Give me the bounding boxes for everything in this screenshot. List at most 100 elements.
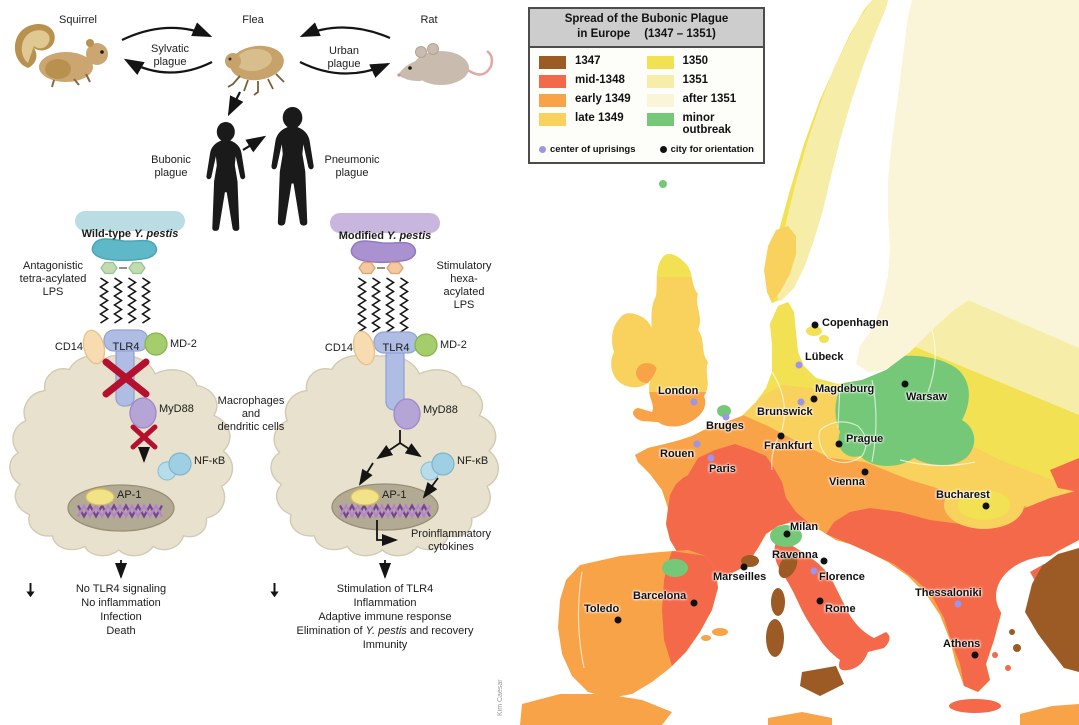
bubonic-plague-label: Bubonic plague (151, 154, 191, 179)
squirrel-illustration (14, 24, 108, 88)
tlr4-label-left: TLR4 (112, 341, 140, 353)
md2-label-left: MD-2 (170, 338, 197, 350)
cascade-step: Elimination of Y. pestis and recovery (296, 625, 474, 638)
legend-item-label: after 1351 (682, 92, 737, 105)
myd88-label-left: MyD88 (159, 403, 194, 415)
city-dot-barcelona (690, 599, 698, 607)
city-dot-icon (659, 146, 667, 153)
city-dot-vienna (861, 468, 869, 476)
legend-item-label: 1347 (575, 54, 601, 67)
legend-swatch (646, 55, 674, 69)
cascade-step: Immunity (362, 639, 408, 652)
city-dot-ravenna (820, 557, 828, 565)
dna-right (339, 503, 431, 519)
plague-spread-map: Copenhagen Lübeck London Magdeburg Brunswick… (520, 0, 1079, 725)
blocked-signal-x-icon (102, 358, 158, 450)
receptor-complex-right (352, 330, 438, 430)
aegean-island (1013, 644, 1021, 652)
legend-item-label: minor outbreak (682, 111, 732, 136)
legend-item: 1350 (646, 54, 755, 69)
legend-item: after 1351 (646, 92, 755, 107)
legend-item-label: mid-1348 (575, 73, 625, 86)
city-dot-athens (971, 651, 979, 659)
city-label-prague: Prague (846, 433, 884, 445)
legend-body: 1347 mid-1348 early 1349 late 1349 1350 1351… (530, 48, 763, 162)
legend-item: late 1349 (539, 112, 647, 126)
nfkb-label-right: NF-κB (457, 455, 489, 467)
hexa-acyl-chains (357, 277, 409, 333)
cascade-step: No inflammation (81, 597, 161, 610)
pneumonic-human-silhouette (271, 107, 314, 226)
modified-bacterium (350, 240, 417, 264)
legend-marker-key: center of uprisings city for orientation (539, 141, 754, 159)
city-label-toledo: Toledo (584, 603, 620, 615)
legend-marker-city: city for orientation (659, 144, 754, 155)
city-label-vienna: Vienna (829, 476, 865, 488)
city-dot-frankfurt (777, 432, 785, 440)
wild-type-strain-label: Wild-type Y. pestis (82, 215, 179, 241)
city-label-athens: Athens (943, 638, 981, 650)
uprising-dot-thessaloniki (954, 600, 962, 608)
legend-item: 1347 (539, 55, 647, 69)
transmission-cycle-arrows (121, 22, 391, 153)
cascade-step: Stimulation of TLR4 (336, 583, 434, 595)
flea-illustration (225, 45, 285, 96)
immunity-cascade: Stimulation of TLR4 Inflammation Adaptive … (270, 582, 500, 652)
legend-marker-uprising: center of uprisings (539, 144, 636, 155)
city-label-rouen: Rouen (660, 448, 695, 460)
city-dot-rome (816, 597, 824, 605)
legend-column-1: 1347 mid-1348 early 1349 late 1349 (539, 55, 647, 141)
down-arrow-icon (26, 583, 35, 597)
city-label-lübeck: Lübeck (805, 351, 844, 363)
city-dot-warsaw (901, 380, 909, 388)
city-dot-milan (783, 530, 791, 538)
legend-title: Spread of the Bubonic Plague in Europe (… (530, 9, 763, 48)
macrophage-cell-label: Macrophages and dendritic cells (217, 395, 285, 433)
city-markers: Copenhagen Lübeck London Magdeburg Brunswick… (520, 0, 1079, 725)
legend-swatch (646, 112, 674, 126)
urban-plague-label: Urban plague (327, 45, 361, 70)
artist-credit: Kim Caesar (497, 679, 504, 716)
legend-item-label: 1350 (682, 54, 709, 67)
ap1-label-left: AP-1 (117, 489, 142, 501)
tetra-acyl-chains (99, 277, 151, 324)
legend-item: minor outbreak (646, 111, 755, 136)
map-islands (520, 180, 1079, 725)
legend-swatch (646, 74, 674, 88)
cascade-step: Inflammation (353, 597, 417, 610)
legend-title-line2b: (1347 – 1351) (644, 27, 716, 40)
myd88-label-right: MyD88 (423, 404, 458, 416)
modified-pill (330, 213, 440, 233)
uprising-dot-rouen (693, 440, 701, 448)
legend-item-label: late 1349 (575, 111, 624, 124)
rat-illustration (397, 43, 494, 85)
legend-marker-label: center of uprisings (550, 144, 636, 155)
legend-swatch (646, 93, 674, 107)
legend-swatch (539, 112, 566, 126)
city-label-bucharest: Bucharest (936, 489, 990, 501)
legend-title-line1: Spread of the Bubonic Plague (564, 13, 729, 25)
aegean-island (1009, 629, 1015, 635)
nfkb-label-left: NF-κB (194, 455, 226, 467)
city-label-magdeburg: Magdeburg (815, 383, 875, 395)
city-label-rome: Rome (825, 603, 856, 615)
city-label-copenhagen: Copenhagen (822, 317, 889, 329)
city-dot-marseilles (740, 563, 748, 571)
legend-item-label: 1351 (682, 73, 709, 86)
modified-strain-label: Modified Y. pestis (339, 217, 432, 243)
city-label-bruges: Bruges (706, 420, 744, 432)
strain-prefix: Wild-type (81, 227, 135, 240)
city-label-marseilles: Marseilles (713, 571, 767, 583)
city-label-barcelona: Barcelona (633, 590, 687, 602)
tlr4-label-right: TLR4 (382, 342, 410, 354)
antagonistic-lps-label: Antagonistic tetra-acylated LPS (19, 260, 87, 298)
legend-column-2: 1350 1351 after 1351 minor outbreak (646, 54, 755, 141)
cascade-step: Adaptive immune response (318, 611, 452, 624)
city-dot-prague (835, 440, 843, 448)
no-signaling-cascade: No TLR4 signaling No inflammation Infectio… (26, 582, 216, 638)
ap1-label-right: AP-1 (382, 489, 407, 501)
cd14-label-left: CD14 (54, 341, 83, 353)
city-label-london: London (658, 385, 699, 397)
city-label-brunswick: Brunswick (757, 406, 813, 418)
uprising-dot-lübeck (795, 361, 803, 369)
